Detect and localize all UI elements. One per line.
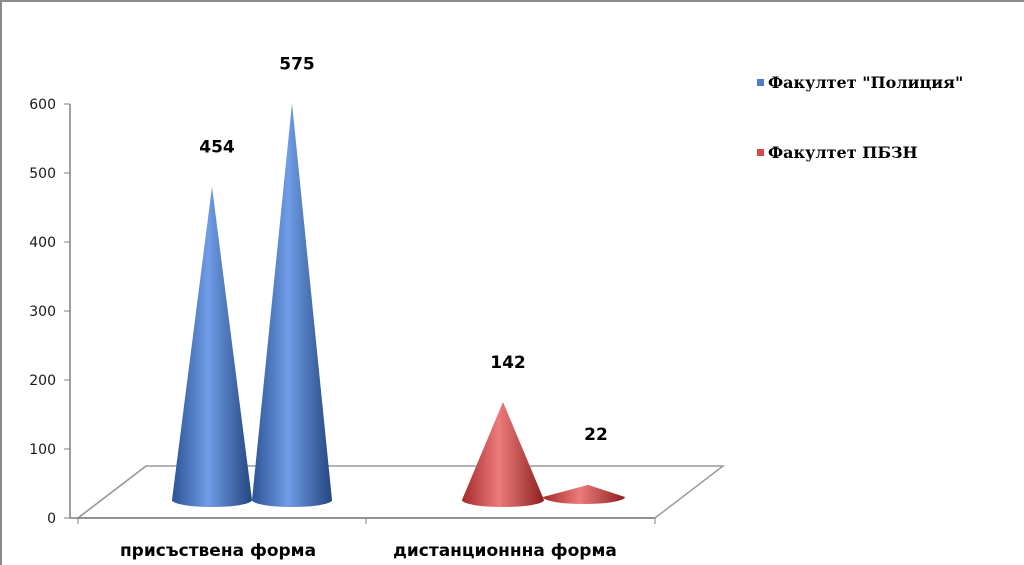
category-label: дистанционнна форма xyxy=(393,541,617,561)
legend-label: Факултет ПБЗН xyxy=(768,143,918,162)
legend-label: Факултет "Полиция" xyxy=(768,73,963,92)
legend: Факултет "Полиция" Факултет ПБЗН xyxy=(757,73,963,162)
floor-depth-line xyxy=(77,465,147,519)
y-tick-label: 400 xyxy=(29,235,56,251)
data-label: 142 xyxy=(490,353,526,373)
y-tick-label: 0 xyxy=(47,511,56,527)
data-label: 22 xyxy=(584,425,608,445)
cone-pbzn-0 xyxy=(462,402,544,507)
y-tick-label: 300 xyxy=(29,304,56,320)
cone-police-0 xyxy=(172,186,252,508)
category-label: присъствена форма xyxy=(120,541,316,561)
y-axis: 0 100 200 300 400 500 600 xyxy=(29,97,71,527)
data-label: 575 xyxy=(279,54,315,74)
floor xyxy=(70,465,726,524)
legend-swatch xyxy=(757,149,764,156)
y-tick-label: 500 xyxy=(29,166,56,182)
cone-pbzn-1 xyxy=(543,484,625,504)
y-tick-label: 100 xyxy=(29,442,56,458)
y-tick-label: 200 xyxy=(29,373,56,389)
legend-swatch xyxy=(757,79,764,86)
data-label: 454 xyxy=(199,138,235,158)
y-tick-label: 600 xyxy=(29,97,56,113)
cone-police-1 xyxy=(252,103,332,507)
